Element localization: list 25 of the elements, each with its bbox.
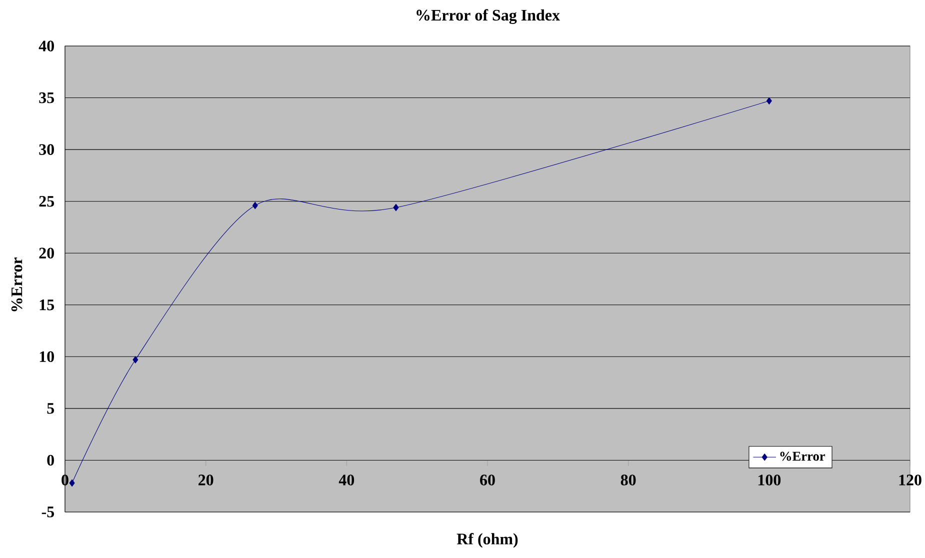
x-tick-label: 80 xyxy=(620,474,636,486)
y-axis-title: %Error xyxy=(11,258,22,312)
y-tick-label: 30 xyxy=(39,144,54,155)
y-tick-label: 40 xyxy=(38,40,54,52)
y-tick-label: 15 xyxy=(40,300,54,310)
y-tick-label: 35 xyxy=(39,92,54,104)
point xyxy=(69,479,75,487)
chart-title: %Error of Sag Index xyxy=(416,9,560,24)
x-tick-label: 100 xyxy=(758,474,781,486)
x-tick-label: 120 xyxy=(899,474,922,486)
y-tick-label: 20 xyxy=(39,248,54,259)
point xyxy=(252,202,258,210)
y-tick-label: 0 xyxy=(47,454,54,466)
legend-label: %Error xyxy=(780,452,826,461)
y-tick-label: 5 xyxy=(47,403,54,414)
x-tick-label: 40 xyxy=(338,474,354,486)
x-axis-title: Rf (ohm) xyxy=(456,533,518,548)
x-tick-label: 20 xyxy=(198,474,214,486)
point xyxy=(132,356,138,364)
y-tick-label: 25 xyxy=(39,196,54,207)
point xyxy=(766,97,772,104)
point xyxy=(393,204,399,212)
y-tick-label: -5 xyxy=(42,506,54,518)
x-tick-label: 60 xyxy=(480,474,495,486)
y-tick-label: 10 xyxy=(40,351,54,362)
